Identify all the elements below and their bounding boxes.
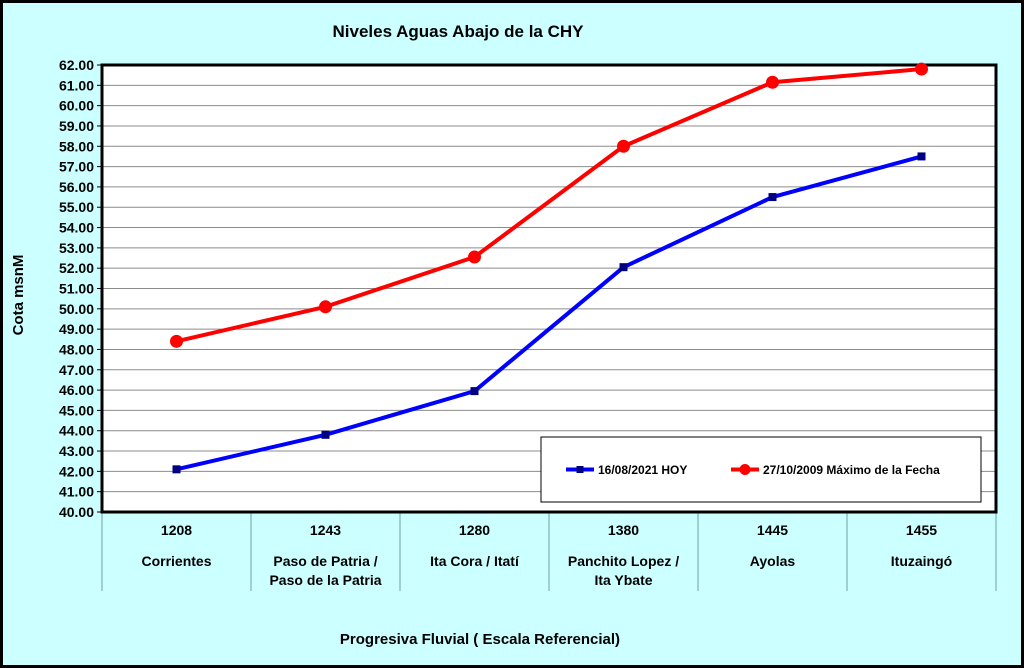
data-point xyxy=(170,334,183,348)
data-point xyxy=(321,430,330,439)
y-tick-label: 61.00 xyxy=(59,77,94,93)
y-tick-label: 55.00 xyxy=(59,199,94,215)
x-tick-code: 1380 xyxy=(608,522,639,538)
data-point xyxy=(619,263,628,272)
x-tick-name: Ayolas xyxy=(750,553,796,569)
data-point xyxy=(766,75,779,89)
y-tick-label: 44.00 xyxy=(59,423,94,439)
x-tick-name: Corrientes xyxy=(141,553,211,569)
line-chart: Niveles Aguas Abajo de la CHY Cota msnM … xyxy=(10,22,998,648)
y-tick-label: 57.00 xyxy=(59,159,94,175)
y-tick-label: 40.00 xyxy=(59,504,94,520)
x-tick-name: Paso de Patria / xyxy=(273,553,377,569)
data-point xyxy=(172,465,181,474)
series-line-0 xyxy=(176,154,923,472)
x-tick-name: Ita Ybate xyxy=(594,572,652,588)
y-tick-label: 47.00 xyxy=(59,362,94,378)
x-tick-code: 1280 xyxy=(459,522,490,538)
y-tick-label: 48.00 xyxy=(59,341,94,357)
data-point xyxy=(768,193,777,202)
y-tick-label: 62.00 xyxy=(59,57,94,73)
legend-marker xyxy=(576,466,584,473)
y-tick-label: 49.00 xyxy=(59,321,94,337)
x-tick-name: Ita Cora / Itatí xyxy=(430,553,520,569)
y-tick-label: 50.00 xyxy=(59,301,94,317)
legend-label: 27/10/2009 Máximo de la Fecha xyxy=(763,463,940,477)
y-tick-label: 53.00 xyxy=(59,240,94,256)
data-point xyxy=(470,387,479,396)
y-tick-label: 41.00 xyxy=(59,484,94,500)
y-axis-title: Cota msnM xyxy=(10,255,27,336)
data-point xyxy=(917,152,926,161)
y-tick-label: 59.00 xyxy=(59,118,94,134)
series-line-1 xyxy=(176,67,922,344)
y-tick-label: 46.00 xyxy=(59,382,94,398)
y-tick-label: 43.00 xyxy=(59,443,94,459)
y-tick-label: 45.00 xyxy=(59,402,94,418)
y-tick-label: 42.00 xyxy=(59,463,94,479)
y-tick-label: 51.00 xyxy=(59,281,94,297)
x-tick-code: 1445 xyxy=(757,522,788,538)
x-tick-code: 1208 xyxy=(161,522,192,538)
x-tick-name: Paso de la Patria xyxy=(269,572,381,588)
x-tick-code: 1455 xyxy=(906,522,937,538)
legend-label: 16/08/2021 HOY xyxy=(598,463,687,477)
x-axis-title: Progresiva Fluvial ( Escala Referencial) xyxy=(340,631,620,648)
legend-box xyxy=(540,436,982,503)
chart-title: Niveles Aguas Abajo de la CHY xyxy=(333,22,585,41)
x-tick-code: 1243 xyxy=(310,522,341,538)
data-point xyxy=(319,300,332,314)
y-tick-label: 56.00 xyxy=(59,179,94,195)
data-point xyxy=(915,62,928,76)
plot-border xyxy=(100,63,998,514)
y-tick-label: 58.00 xyxy=(59,138,94,154)
data-point xyxy=(617,139,630,153)
x-tick-name: Ituzaingó xyxy=(891,553,952,569)
data-point xyxy=(468,250,481,264)
legend-marker xyxy=(739,464,751,475)
y-tick-label: 52.00 xyxy=(59,260,94,276)
y-tick-label: 54.00 xyxy=(59,220,94,236)
x-tick-name: Panchito Lopez / xyxy=(568,553,679,569)
y-tick-label: 60.00 xyxy=(59,98,94,114)
